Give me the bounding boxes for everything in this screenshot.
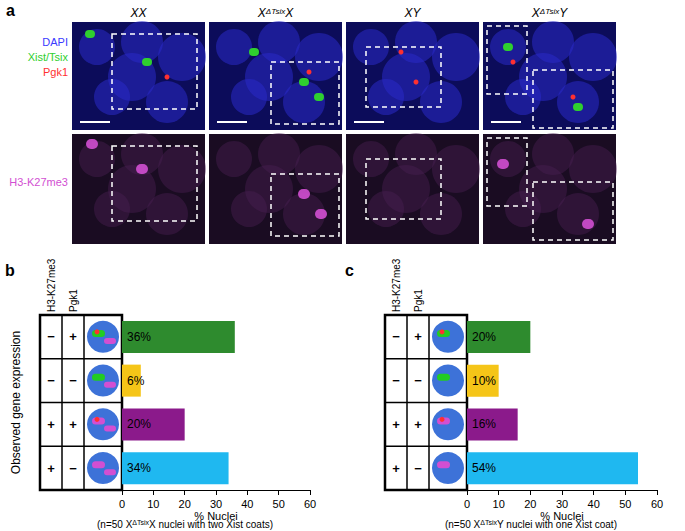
svg-text:+: + [69,417,77,432]
svg-text:40: 40 [241,498,253,510]
svg-text:−: − [47,329,55,344]
svg-text:Y: Y [559,6,568,20]
svg-text:−: − [69,373,77,388]
svg-text:c: c [345,262,354,279]
svg-text:60: 60 [304,498,316,510]
svg-text:0: 0 [119,498,125,510]
svg-text:H3-K27me3: H3-K27me3 [391,258,402,312]
svg-text:Xist/Tsix: Xist/Tsix [28,51,69,63]
svg-text:10%: 10% [472,374,496,388]
svg-text:ΔTsix: ΔTsix [132,519,149,526]
svg-text:6%: 6% [127,374,145,388]
svg-text:X: X [531,6,540,20]
svg-text:Observed gene expression: Observed gene expression [9,331,23,474]
svg-text:% Nuclei: % Nuclei [194,510,237,522]
svg-text:−: − [414,373,422,388]
svg-text:b: b [5,262,15,279]
svg-text:H3-K27me3: H3-K27me3 [9,176,68,188]
svg-text:Pgk1: Pgk1 [68,289,79,312]
svg-text:−: − [414,461,422,476]
svg-text:X: X [257,6,266,20]
svg-text:X nuclei with two Xist coats): X nuclei with two Xist coats) [149,518,273,530]
svg-text:ΔTsix: ΔTsix [480,519,497,526]
svg-text:+: + [47,417,55,432]
svg-text:+: + [414,417,422,432]
svg-text:16%: 16% [472,417,496,431]
svg-text:40: 40 [588,498,600,510]
svg-text:% Nuclei: % Nuclei [540,510,583,522]
svg-text:Pgk1: Pgk1 [43,66,68,78]
svg-text:X: X [284,6,294,20]
svg-text:H3-K27me3: H3-K27me3 [46,258,57,312]
svg-text:60: 60 [651,498,663,510]
svg-text:+: + [392,417,400,432]
svg-text:20: 20 [179,498,191,510]
svg-text:(n=50 X: (n=50 X [97,519,133,530]
svg-text:+: + [414,329,422,344]
svg-text:−: − [69,461,77,476]
svg-text:30: 30 [556,498,568,510]
svg-text:XY: XY [403,6,421,20]
svg-text:30: 30 [210,498,222,510]
svg-text:ΔTsix: ΔTsix [265,7,286,16]
svg-text:−: − [392,329,400,344]
svg-text:20: 20 [524,498,536,510]
svg-text:+: + [392,461,400,476]
svg-text:Y nuclei with one Xist coat): Y nuclei with one Xist coat) [497,518,617,530]
svg-text:−: − [392,373,400,388]
svg-text:Pgk1: Pgk1 [413,289,424,312]
svg-text:XX: XX [129,6,147,20]
svg-text:54%: 54% [472,461,496,475]
svg-text:DAPI: DAPI [42,36,68,48]
svg-text:36%: 36% [127,330,151,344]
svg-text:−: − [47,373,55,388]
svg-text:0: 0 [464,498,470,510]
svg-text:20%: 20% [472,330,496,344]
svg-text:+: + [69,329,77,344]
svg-text:10: 10 [147,498,159,510]
svg-text:10: 10 [493,498,505,510]
svg-text:20%: 20% [127,417,151,431]
svg-text:(n=50 X: (n=50 X [445,519,481,530]
svg-text:ΔTsix: ΔTsix [539,7,560,16]
svg-text:a: a [6,2,15,19]
svg-text:34%: 34% [127,461,151,475]
svg-text:+: + [47,461,55,476]
svg-text:50: 50 [273,498,285,510]
svg-text:50: 50 [619,498,631,510]
